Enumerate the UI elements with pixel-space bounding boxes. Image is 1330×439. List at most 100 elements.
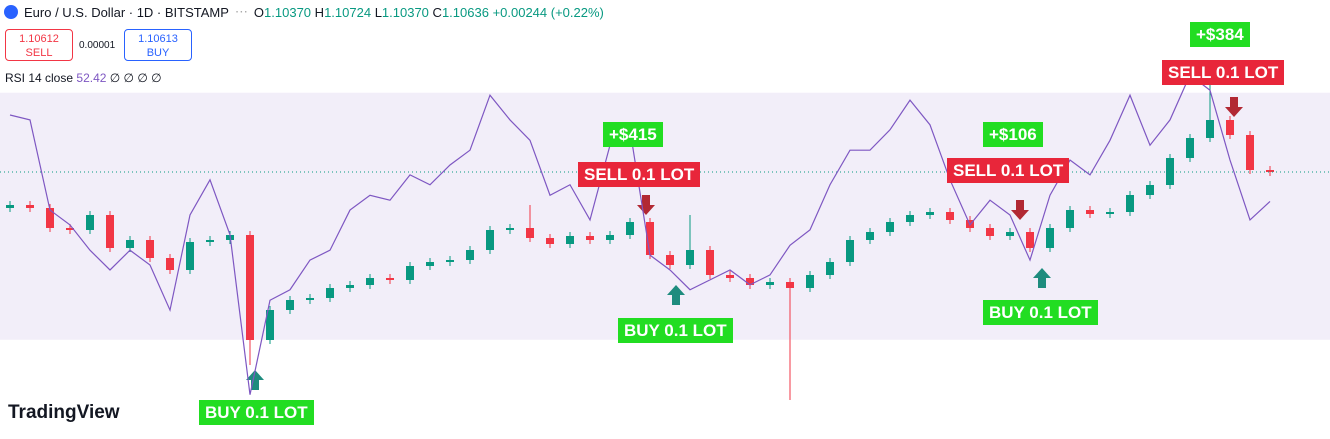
candle-body [6, 205, 14, 208]
candle-body [746, 278, 754, 285]
candle-body [146, 240, 154, 258]
candle-body [386, 278, 394, 280]
candle-body [886, 222, 894, 232]
candle-body [126, 240, 134, 248]
sell-arrow [1225, 97, 1243, 117]
candle-body [1026, 232, 1034, 248]
candle-body [826, 262, 834, 275]
rsi-legend: RSI 14 close 52.42 ∅ ∅ ∅ ∅ [5, 71, 162, 85]
candle-body [166, 258, 174, 270]
symbol[interactable]: Euro / U.S. Dollar · 1D · BITSTAMP [24, 4, 229, 20]
candle-body [1066, 210, 1074, 228]
spread: 0.00001 [79, 40, 116, 51]
h-val: 1.10724 [324, 4, 372, 20]
buy-arrow [1033, 268, 1051, 288]
profit-label: +$106 [983, 122, 1043, 147]
buy-label: BUY 0.1 LOT [983, 300, 1098, 325]
symbol-icon [4, 5, 18, 19]
candle-body [1086, 210, 1094, 214]
candle-body [206, 240, 214, 242]
o-val: 1.10370 [264, 4, 312, 20]
buy-label: BUY [146, 47, 170, 59]
candle-body [446, 260, 454, 262]
sell-label: SELL 0.1 LOT [578, 162, 701, 187]
logo: TradingView [8, 402, 120, 423]
candle-body [906, 215, 914, 222]
buy-arrow [246, 370, 264, 390]
candle-body [246, 235, 254, 340]
candle-body [1046, 228, 1054, 248]
profit-label: +$384 [1190, 22, 1250, 47]
buy-arrow [667, 285, 685, 305]
candle-body [286, 300, 294, 310]
buy-price: 1.10613 [138, 33, 178, 45]
candle-body [606, 235, 614, 240]
buy-button[interactable]: 1.10613 BUY [124, 29, 192, 61]
candle-body [646, 222, 654, 255]
candle-body [306, 298, 314, 300]
candle-body [926, 212, 934, 215]
candle-body [986, 228, 994, 236]
sell-label: SELL [25, 47, 53, 59]
candle-body [1106, 212, 1114, 214]
sell-label: SELL 0.1 LOT [1162, 60, 1285, 85]
buy-label: BUY 0.1 LOT [618, 318, 733, 343]
dots[interactable]: ⋯ [234, 4, 248, 19]
candle-body [526, 228, 534, 238]
candle-body [186, 242, 194, 270]
candle-body [46, 208, 54, 228]
candle-body [846, 240, 854, 262]
sell-price: 1.10612 [19, 33, 59, 45]
candle-body [1146, 185, 1154, 195]
ohlc: O1.10370 H1.10724 L1.10370 C1.10636 +0.0… [254, 5, 604, 20]
buy-label: BUY 0.1 LOT [199, 400, 314, 425]
candle-body [866, 232, 874, 240]
candle-body [726, 275, 734, 278]
candle-body [586, 236, 594, 240]
rsi-label: RSI 14 close [5, 71, 74, 85]
candle-body [426, 262, 434, 266]
candle-body [326, 288, 334, 298]
candle-body [566, 236, 574, 244]
candle-body [266, 310, 274, 340]
l-val: 1.10370 [381, 4, 429, 20]
candle-body [506, 228, 514, 230]
candle-body [626, 222, 634, 235]
sell-arrow [1011, 200, 1029, 220]
h: H [314, 4, 325, 20]
rsi-band [0, 92, 1330, 340]
candle-body [66, 228, 74, 230]
profit-label: +$415 [603, 122, 663, 147]
candle-body [766, 282, 774, 285]
candle-body [1206, 120, 1214, 138]
candle-body [1266, 170, 1274, 172]
candle-body [406, 266, 414, 280]
o: O [253, 4, 265, 20]
candle-body [1166, 158, 1174, 185]
candle-body [106, 215, 114, 248]
candle-body [806, 275, 814, 288]
candle-body [546, 238, 554, 244]
candle-body [366, 278, 374, 285]
candle-body [1246, 135, 1254, 170]
header: Euro / U.S. Dollar · 1D · BITSTAMP ⋯ O1.… [4, 4, 604, 20]
l: L [374, 4, 382, 20]
candle-body [1126, 195, 1134, 212]
c: C [432, 4, 442, 20]
candle-body [1186, 138, 1194, 158]
candle-body [946, 212, 954, 220]
candle-body [466, 250, 474, 260]
change: +0.00244 (+0.22%) [492, 4, 604, 20]
c-val: 1.10636 [441, 4, 489, 20]
candle-body [706, 250, 714, 275]
candle-body [1226, 120, 1234, 135]
rsi-last: 52.42 [76, 71, 107, 85]
sell-arrow [637, 195, 655, 215]
candle-body [86, 215, 94, 230]
sell-button[interactable]: 1.10612 SELL [5, 29, 73, 61]
candle-body [786, 282, 794, 288]
candle-body [486, 230, 494, 250]
candle-body [1006, 232, 1014, 236]
candle-body [666, 255, 674, 265]
